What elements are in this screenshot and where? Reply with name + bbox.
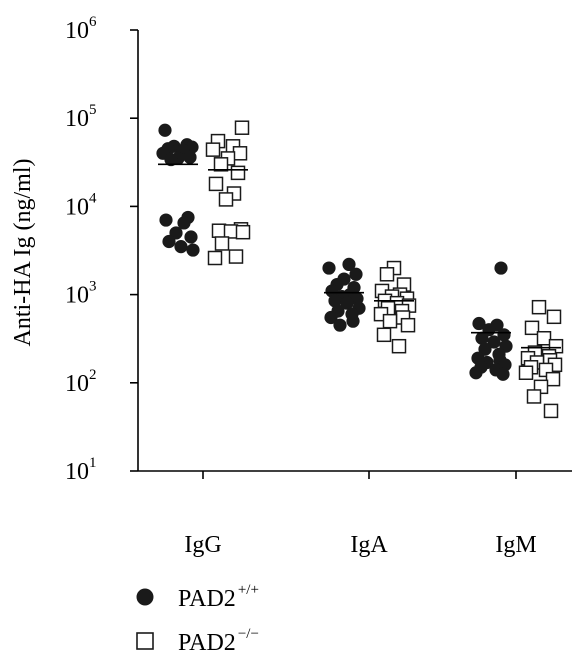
data-point-square	[230, 165, 246, 181]
y-tick-label: 101	[65, 455, 97, 485]
data-point-square	[376, 327, 392, 343]
legend-marker-circle	[136, 588, 154, 606]
data-point-circle	[333, 318, 347, 332]
data-point-circle	[349, 267, 363, 281]
data-point-square	[228, 249, 244, 264]
data-point-square	[391, 338, 407, 354]
data-point-square	[379, 267, 395, 282]
legend-series-name: PAD2	[178, 630, 236, 656]
y-tick-label: 102	[65, 367, 97, 397]
data-point-square	[526, 389, 542, 404]
data-point-circle	[478, 342, 492, 356]
data-point-square	[213, 157, 229, 172]
data-point-circle	[346, 314, 360, 328]
y-tick-label: 106	[65, 14, 97, 44]
data-point-square	[235, 224, 251, 240]
data-point-square	[400, 317, 416, 333]
data-point-square	[223, 224, 239, 239]
data-point-square	[214, 236, 230, 251]
data-point-circle	[184, 230, 198, 244]
data-point-circle	[469, 366, 483, 380]
data-point-square	[382, 313, 398, 329]
x-tick-label: IgA	[350, 532, 388, 558]
legend: PAD2 +/+PAD2 −/−	[136, 582, 259, 656]
data-point-circle	[183, 150, 197, 164]
legend-label: PAD2 +/+	[178, 582, 259, 612]
x-tick-label: IgG	[184, 532, 221, 558]
y-tick-base: 10	[65, 106, 89, 132]
data-point-square	[208, 176, 224, 192]
data-point-circle	[496, 367, 510, 381]
mean-lines	[158, 163, 561, 349]
legend-superscript: −/−	[238, 626, 259, 642]
data-point-square	[205, 142, 221, 157]
data-point-square	[218, 192, 234, 207]
x-ticks: IgG IgA IgM	[184, 471, 537, 558]
data-point-square	[207, 250, 223, 266]
data-point-square	[211, 223, 227, 238]
data-point-square	[518, 365, 534, 381]
y-tick-base: 10	[65, 18, 89, 44]
y-tick-base: 10	[65, 283, 89, 309]
y-tick-exponent: 4	[89, 190, 97, 206]
data-point-circle	[322, 261, 336, 275]
data-point-circle	[487, 335, 501, 349]
data-point-square	[543, 403, 559, 419]
data-point-square	[234, 120, 250, 135]
data-point-square	[546, 309, 562, 325]
data-point-circle	[158, 123, 172, 137]
x-tick-label: IgM	[495, 532, 536, 558]
data-point-circle	[497, 328, 511, 342]
data-point-circle	[177, 216, 191, 230]
y-tick-exponent: 5	[89, 102, 97, 118]
data-point-square	[536, 330, 552, 346]
data-point-circle	[159, 213, 173, 227]
legend-marker-square	[136, 632, 154, 650]
y-tick-base: 10	[65, 194, 89, 220]
data-point-circle	[162, 234, 176, 249]
data-point-circle	[475, 331, 489, 345]
data-point-circle	[328, 294, 342, 308]
y-tick-exponent: 1	[89, 455, 97, 471]
axes	[137, 30, 572, 472]
data-point-circle	[340, 296, 354, 310]
y-tick-exponent: 6	[89, 14, 97, 30]
legend-label: PAD2 −/−	[178, 626, 259, 656]
data-point-circle	[164, 152, 178, 167]
legend-superscript: +/+	[238, 582, 259, 598]
data-point-circle	[494, 261, 508, 275]
data-point-square	[545, 371, 561, 387]
y-tick-exponent: 2	[89, 367, 97, 383]
data-point-circle	[174, 240, 188, 254]
data-point-circle	[324, 310, 338, 325]
y-tick-base: 10	[65, 371, 89, 397]
y-tick-label: 105	[65, 102, 97, 132]
data-point-square	[232, 146, 248, 161]
y-tick-label: 103	[65, 279, 97, 309]
data-point-circle	[186, 243, 200, 257]
y-tick-exponent: 3	[89, 279, 97, 295]
data-points	[156, 120, 564, 419]
data-point-square	[524, 320, 540, 336]
legend-series-name: PAD2	[178, 586, 236, 612]
y-tick-base: 10	[65, 459, 89, 485]
y-axis-label: Anti-HA Ig (ng/ml)	[10, 159, 36, 347]
y-tick-label: 104	[65, 190, 97, 220]
data-point-circle	[342, 257, 356, 271]
data-point-circle	[472, 316, 486, 331]
data-point-square	[531, 299, 547, 315]
